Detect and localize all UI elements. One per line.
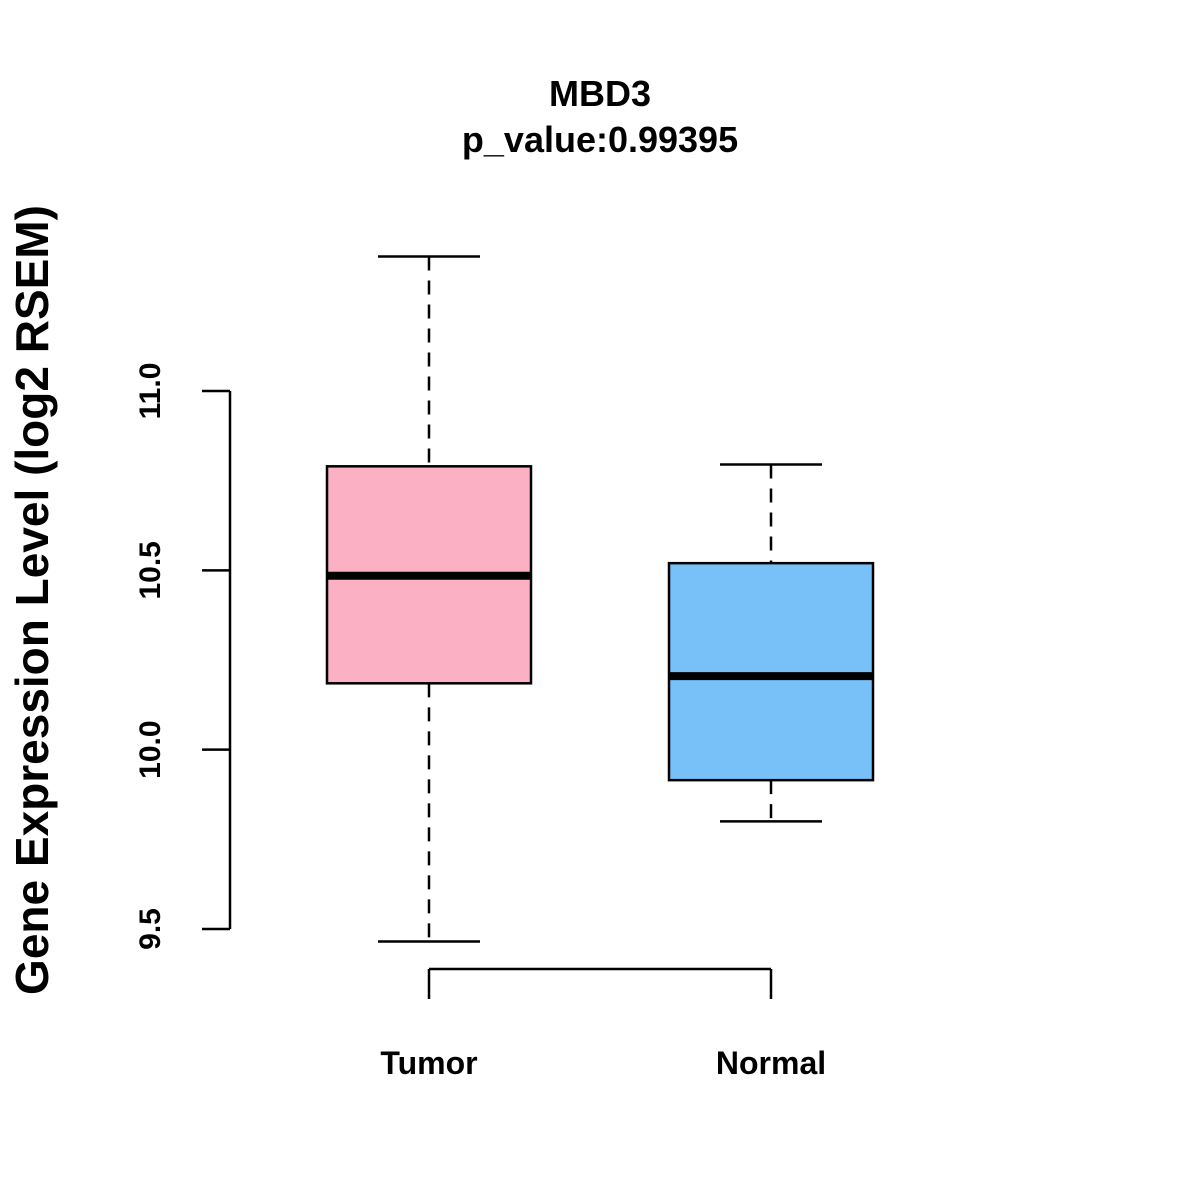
x-axis: Tumor Normal: [380, 967, 826, 1081]
chart-subtitle: p_value:0.99395: [462, 119, 738, 160]
y-axis-label: Gene Expression Level (log2 RSEM): [6, 205, 58, 995]
y-axis: 9.5 10.0 10.5 11.0: [134, 363, 232, 950]
y-tick-label: 11.0: [134, 363, 167, 420]
x-category-label: Normal: [716, 1045, 826, 1081]
box-normal: [667, 463, 875, 823]
box-tumor: [325, 255, 533, 943]
x-category-label: Tumor: [380, 1045, 477, 1081]
y-tick-label: 10.5: [134, 541, 167, 599]
y-tick-label: 9.5: [134, 908, 167, 950]
chart-title: MBD3: [549, 73, 651, 114]
iqr-box: [667, 561, 875, 782]
boxes: [325, 255, 875, 943]
y-tick-label: 10.0: [134, 720, 167, 778]
